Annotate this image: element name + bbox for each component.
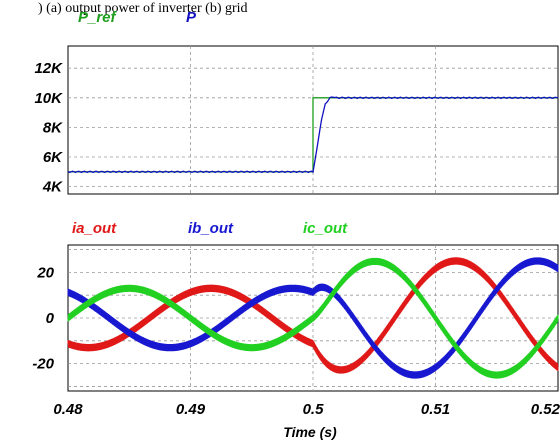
legend-p: P (186, 9, 197, 26)
caption-fragment: ) (a) output power of inverter (b) grid (38, 1, 248, 16)
power-chart: P_ref P 4K 6K 8K 10K 12K (34, 9, 559, 196)
legend-ia-out: ia_out (72, 220, 117, 237)
current-series (67, 257, 559, 379)
series-line-ib-out (67, 257, 559, 379)
legend-ic-out: ic_out (303, 220, 348, 237)
current-y-ticks: -20 0 20 (32, 264, 54, 372)
x-tick-label: 0.52 (531, 401, 560, 418)
series-line-ia-out (67, 257, 559, 374)
power-y-tick-label: 10K (34, 90, 63, 107)
current-y-tick-label: 20 (36, 264, 54, 281)
series-line-p (67, 96, 559, 174)
x-tick-label: 0.5 (303, 401, 325, 418)
power-y-ticks: 4K 6K 8K 10K 12K (34, 60, 63, 195)
x-tick-label: 0.51 (421, 401, 450, 418)
power-y-tick-label: 8K (43, 119, 63, 136)
legend-ib-out: ib_out (188, 220, 234, 237)
legend-p-ref: P_ref (78, 9, 118, 26)
current-y-tick-label: -20 (32, 356, 54, 373)
power-series (67, 96, 559, 174)
x-tick-label: 0.49 (176, 401, 206, 418)
x-axis-label: Time (s) (283, 424, 337, 440)
series-line-ic-out (67, 257, 559, 379)
x-tick-label: 0.48 (53, 401, 83, 418)
power-y-tick-label: 4K (42, 179, 63, 196)
current-y-tick-label: 0 (46, 310, 55, 327)
x-tick-labels: 0.48 0.49 0.5 0.51 0.52 (53, 401, 560, 418)
power-y-tick-label: 12K (34, 60, 63, 77)
power-y-tick-label: 6K (43, 149, 63, 166)
